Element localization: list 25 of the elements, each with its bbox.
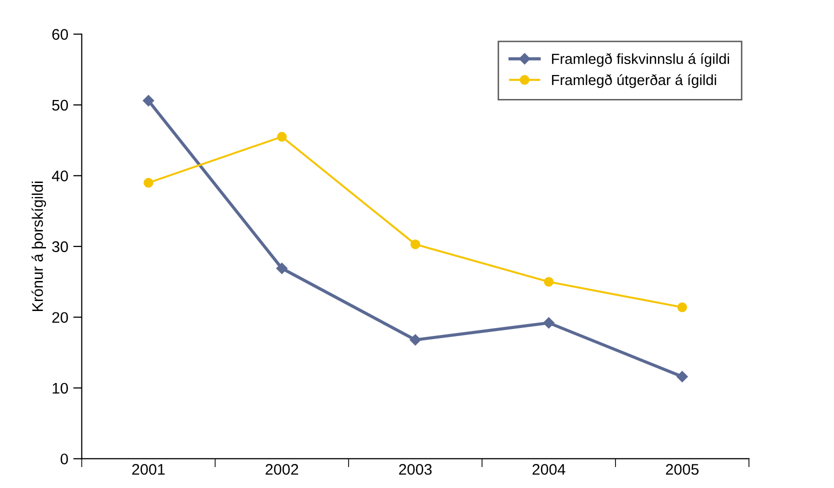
point xyxy=(142,95,154,106)
y-tick-label: 60 xyxy=(52,29,68,40)
point xyxy=(410,239,420,250)
x-tick-label: 2004 xyxy=(532,464,566,475)
point xyxy=(144,178,154,188)
y-tick-label: 0 xyxy=(60,454,68,464)
x-tick-label: 2005 xyxy=(666,464,699,475)
x-tick-label: 2002 xyxy=(266,464,298,475)
point xyxy=(676,371,688,382)
x-tick-label: 2001 xyxy=(132,464,165,475)
y-tick-label: 30 xyxy=(52,241,68,252)
legend-label: Framlegð útgerðar á ígildi xyxy=(552,74,716,88)
y-tick-label: 50 xyxy=(52,100,68,111)
y-axis-title: Krónur á þorskígildi xyxy=(32,182,46,311)
point xyxy=(543,317,554,328)
x-tick-label: 2003 xyxy=(399,464,432,475)
point xyxy=(677,302,688,312)
point xyxy=(276,262,288,274)
point xyxy=(410,334,421,346)
y-tick-label: 40 xyxy=(52,170,68,182)
y-tick-label: 20 xyxy=(52,312,68,323)
point xyxy=(277,132,287,142)
legend-label: Framlegð fiskvinnslu á ígildi xyxy=(552,53,729,67)
y-tick-label: 10 xyxy=(52,382,68,394)
point xyxy=(544,276,554,287)
